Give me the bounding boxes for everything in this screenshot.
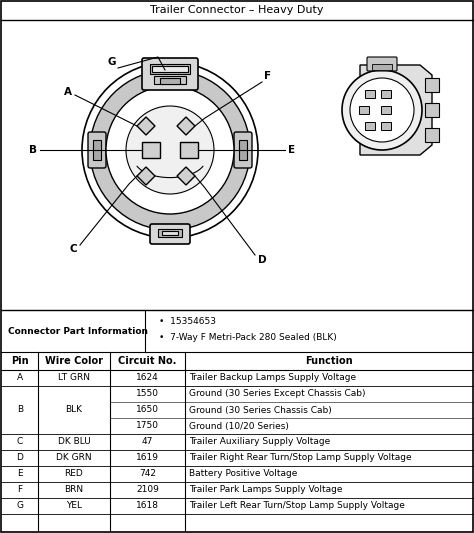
Text: •  7-Way F Metri-Pack 280 Sealed (BLK): • 7-Way F Metri-Pack 280 Sealed (BLK) xyxy=(159,334,337,343)
Text: E: E xyxy=(289,145,296,155)
Text: Circuit No.: Circuit No. xyxy=(118,356,177,366)
Text: Ground (30 Series Chassis Cab): Ground (30 Series Chassis Cab) xyxy=(189,406,332,415)
Text: F: F xyxy=(264,71,272,81)
Bar xyxy=(93,140,101,160)
Bar xyxy=(152,66,188,72)
Text: A: A xyxy=(17,374,23,383)
Text: BLK: BLK xyxy=(65,406,82,415)
Text: DK GRN: DK GRN xyxy=(56,454,92,463)
Text: A: A xyxy=(64,87,72,97)
Text: 1650: 1650 xyxy=(136,406,159,415)
Bar xyxy=(180,142,198,158)
Circle shape xyxy=(126,106,214,194)
Text: YEL: YEL xyxy=(66,502,82,511)
Text: Trailer Connector – Heavy Duty: Trailer Connector – Heavy Duty xyxy=(150,5,324,15)
Text: Pin: Pin xyxy=(11,356,29,366)
Text: Wire Color: Wire Color xyxy=(45,356,103,366)
Circle shape xyxy=(82,62,258,238)
Bar xyxy=(150,64,190,74)
Text: C: C xyxy=(17,438,23,447)
Polygon shape xyxy=(137,167,155,185)
Text: •  15354653: • 15354653 xyxy=(159,317,216,326)
Text: Connector Part Information: Connector Part Information xyxy=(8,327,148,335)
Bar xyxy=(381,106,391,114)
Text: C: C xyxy=(69,244,77,254)
Bar xyxy=(158,229,182,237)
Bar xyxy=(239,140,247,160)
FancyBboxPatch shape xyxy=(367,57,397,71)
FancyBboxPatch shape xyxy=(142,58,198,90)
Polygon shape xyxy=(137,117,155,135)
Text: F: F xyxy=(18,486,23,495)
Text: D: D xyxy=(258,255,266,265)
Text: 742: 742 xyxy=(139,470,156,479)
Bar xyxy=(381,122,391,130)
Text: Trailer Backup Lamps Supply Voltage: Trailer Backup Lamps Supply Voltage xyxy=(189,374,356,383)
Polygon shape xyxy=(360,65,432,155)
Text: B: B xyxy=(29,145,37,155)
Bar xyxy=(365,90,375,98)
FancyBboxPatch shape xyxy=(234,132,252,168)
Bar xyxy=(154,76,186,84)
Bar xyxy=(162,231,178,235)
FancyBboxPatch shape xyxy=(88,132,106,168)
Text: 1624: 1624 xyxy=(136,374,159,383)
Bar xyxy=(359,106,369,114)
Text: E: E xyxy=(17,470,23,479)
Bar xyxy=(425,78,439,92)
Bar xyxy=(381,90,391,98)
Text: B: B xyxy=(17,406,23,415)
Text: 47: 47 xyxy=(142,438,153,447)
Text: D: D xyxy=(17,454,23,463)
Text: Battery Positive Voltage: Battery Positive Voltage xyxy=(189,470,297,479)
Bar xyxy=(425,128,439,142)
Bar xyxy=(425,103,439,117)
Bar xyxy=(142,142,160,158)
Text: 1550: 1550 xyxy=(136,390,159,399)
Text: G: G xyxy=(108,57,116,67)
Text: Trailer Left Rear Turn/Stop Lamp Supply Voltage: Trailer Left Rear Turn/Stop Lamp Supply … xyxy=(189,502,405,511)
Circle shape xyxy=(342,70,422,150)
Text: 2109: 2109 xyxy=(136,486,159,495)
Text: G: G xyxy=(17,502,24,511)
Text: 1619: 1619 xyxy=(136,454,159,463)
Text: Ground (30 Series Except Chassis Cab): Ground (30 Series Except Chassis Cab) xyxy=(189,390,365,399)
Text: Trailer Right Rear Turn/Stop Lamp Supply Voltage: Trailer Right Rear Turn/Stop Lamp Supply… xyxy=(189,454,411,463)
Bar xyxy=(365,122,375,130)
Text: RED: RED xyxy=(64,470,83,479)
Text: 1618: 1618 xyxy=(136,502,159,511)
Text: Trailer Park Lamps Supply Voltage: Trailer Park Lamps Supply Voltage xyxy=(189,486,343,495)
Text: LT GRN: LT GRN xyxy=(58,374,90,383)
Text: Trailer Auxiliary Supply Voltage: Trailer Auxiliary Supply Voltage xyxy=(189,438,330,447)
Text: Function: Function xyxy=(305,356,352,366)
Circle shape xyxy=(350,78,414,142)
Circle shape xyxy=(90,70,250,230)
Bar xyxy=(372,64,392,70)
Text: DK BLU: DK BLU xyxy=(58,438,91,447)
FancyBboxPatch shape xyxy=(150,224,190,244)
Text: BRN: BRN xyxy=(64,486,83,495)
Polygon shape xyxy=(177,117,195,135)
Bar xyxy=(160,78,180,84)
Text: 1750: 1750 xyxy=(136,422,159,431)
Text: Ground (10/20 Series): Ground (10/20 Series) xyxy=(189,422,289,431)
Circle shape xyxy=(106,86,234,214)
Polygon shape xyxy=(177,167,195,185)
